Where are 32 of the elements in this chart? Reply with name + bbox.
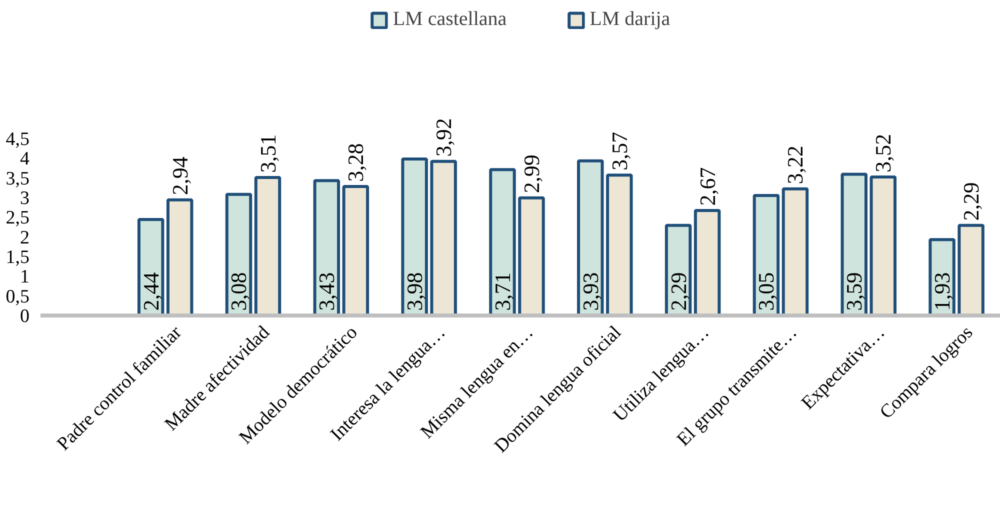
- data-label: 3,52: [870, 134, 896, 172]
- data-label: 2,67: [694, 167, 720, 206]
- data-label: 2,29: [958, 182, 984, 221]
- y-tick-label: 1: [20, 266, 30, 288]
- data-label: 2,29: [666, 272, 691, 311]
- data-label: 3,98: [402, 272, 428, 311]
- y-tick-label: 2: [20, 227, 30, 248]
- data-label: 3,08: [226, 272, 252, 311]
- data-label: 1,93: [930, 272, 955, 311]
- data-label: 3,51: [255, 134, 280, 173]
- data-label: 3,05: [754, 272, 779, 311]
- y-tick-label: 0,5: [6, 286, 30, 308]
- data-label: 3,57: [606, 132, 632, 170]
- data-label: 3,28: [343, 143, 368, 182]
- legend-label: LM castellana: [392, 8, 507, 31]
- y-tick-label: 2,5: [6, 208, 30, 229]
- y-tick-label: 3,5: [6, 168, 30, 190]
- y-tick-label: 0: [20, 306, 30, 327]
- data-label: 3,22: [782, 146, 808, 184]
- y-tick-label: 3: [20, 188, 30, 209]
- y-tick-label: 4,5: [6, 129, 30, 150]
- data-label: 3,43: [314, 272, 340, 311]
- data-label: 2,99: [518, 154, 544, 194]
- data-label: 2,44: [138, 272, 164, 311]
- data-label: 2,94: [167, 156, 192, 196]
- data-label: 3,71: [490, 272, 515, 311]
- legend-label: LM darija: [590, 8, 670, 31]
- data-label: 3,93: [578, 272, 603, 311]
- data-label: 3,92: [431, 118, 456, 157]
- data-label: 3,59: [842, 272, 867, 311]
- y-tick-label: 1,5: [6, 247, 30, 268]
- y-tick-label: 4: [20, 148, 30, 170]
